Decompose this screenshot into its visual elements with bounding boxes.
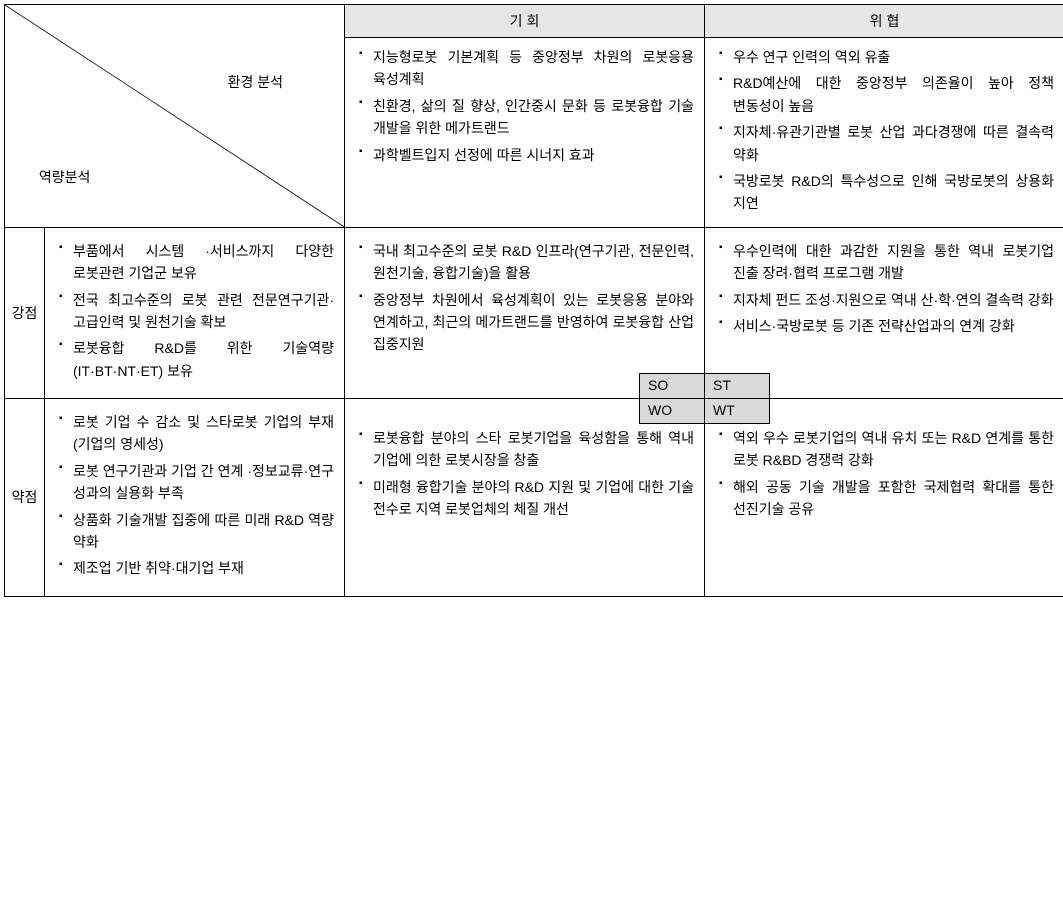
- wo-cell: WO 로봇융합 분야의 스타 로봇기업을 육성함을 통해 역내 기업에 의한 로…: [345, 399, 705, 597]
- opportunity-list: 지능형로봇 기본계획 등 중앙정부 차원의 로봇응용 육성계획친환경, 삶의 질…: [355, 46, 694, 166]
- threat-cell: 우수 연구 인력의 역외 유출 R&D예산에 대한 중앙정부 의존율이 높아 정책…: [705, 38, 1063, 228]
- environment-analysis-label: 환경 분석: [228, 72, 283, 92]
- list-item: 상품화 기술개발 집중에 따른 미래 R&D 역량 약화: [55, 509, 334, 554]
- strength-list: 부품에서 시스템 ·서비스까지 다양한 로봇관련 기업군 보유전국 최고수준의 …: [55, 240, 334, 382]
- list-item: 지능형로봇 기본계획 등 중앙정부 차원의 로봇응용 육성계획: [355, 46, 694, 91]
- weakness-list: 로봇 기업 수 감소 및 스타로봇 기업의 부재(기업의 영세성)로봇 연구기관…: [55, 411, 334, 580]
- list-item: R&D예산에 대한 중앙정부 의존율이 높아 정책 변동성이 높음: [715, 72, 1054, 117]
- so-list: 국내 최고수준의 로봇 R&D 인프라(연구기관, 전문인력, 원천기술, 융합…: [355, 240, 694, 356]
- opportunity-header: 기 회: [345, 5, 705, 38]
- weakness-cell: 로봇 기업 수 감소 및 스타로봇 기업의 부재(기업의 영세성)로봇 연구기관…: [45, 399, 345, 597]
- list-item: 로봇 연구기관과 기업 간 연계 ·정보교류·연구 성과의 실용화 부족: [55, 460, 334, 505]
- list-item: 국방로봇 R&D의 특수성으로 인해 국방로봇의 상용화 지연: [715, 170, 1054, 215]
- st-label: ST: [704, 373, 770, 399]
- list-item: 과학벨트입지 선정에 따른 시너지 효과: [355, 144, 694, 166]
- threat-list: 우수 연구 인력의 역외 유출 R&D예산에 대한 중앙정부 의존율이 높아 정책…: [715, 46, 1054, 215]
- st-cell: 우수인력에 대한 과감한 지원을 통한 역내 로봇기업 진출 장려·협력 프로그…: [705, 227, 1063, 398]
- list-item: 해외 공동 기술 개발을 포함한 국제협력 확대를 통한 선진기술 공유: [715, 476, 1054, 521]
- list-item: 서비스·국방로봇 등 기존 전략산업과의 연계 강화: [715, 315, 1054, 337]
- wo-label: WO: [639, 398, 705, 424]
- wt-label: WT: [704, 398, 770, 424]
- st-list: 우수인력에 대한 과감한 지원을 통한 역내 로봇기업 진출 장려·협력 프로그…: [715, 240, 1054, 338]
- list-item: 로봇융합 R&D를 위한 기술역량(IT·BT·NT·ET) 보유: [55, 337, 334, 382]
- list-item: 중앙정부 차원에서 육성계획이 있는 로봇응용 분야와 연계하고, 최근의 메가…: [355, 289, 694, 356]
- so-cell: 국내 최고수준의 로봇 R&D 인프라(연구기관, 전문인력, 원천기술, 융합…: [345, 227, 705, 398]
- list-item: 역외 우수 로봇기업의 역내 유치 또는 R&D 연계를 통한 로봇 R&BD …: [715, 427, 1054, 472]
- list-item: 부품에서 시스템 ·서비스까지 다양한 로봇관련 기업군 보유: [55, 240, 334, 285]
- wo-list: 로봇융합 분야의 스타 로봇기업을 육성함을 통해 역내 기업에 의한 로봇시장…: [355, 427, 694, 521]
- list-item: 지자체 펀드 조성·지원으로 역내 산·학·연의 결속력 강화: [715, 289, 1054, 311]
- so-label: SO: [639, 373, 705, 399]
- diagonal-header-cell: 환경 분석 역량분석: [5, 5, 345, 228]
- wt-cell: WT 역외 우수 로봇기업의 역내 유치 또는 R&D 연계를 통한 로봇 R&…: [705, 399, 1063, 597]
- list-item: 미래형 융합기술 분야의 R&D 지원 및 기업에 대한 기술 전수로 지역 로…: [355, 476, 694, 521]
- list-item: 친환경, 삶의 질 향상, 인간중시 문화 등 로봇융합 기술 개발을 위한 메…: [355, 95, 694, 140]
- list-item: 우수인력에 대한 과감한 지원을 통한 역내 로봇기업 진출 장려·협력 프로그…: [715, 240, 1054, 285]
- strength-row-label: 강점: [5, 227, 45, 398]
- list-item: 로봇융합 분야의 스타 로봇기업을 육성함을 통해 역내 기업에 의한 로봇시장…: [355, 427, 694, 472]
- wt-list: 역외 우수 로봇기업의 역내 유치 또는 R&D 연계를 통한 로봇 R&BD …: [715, 427, 1054, 521]
- list-item: 로봇 기업 수 감소 및 스타로봇 기업의 부재(기업의 영세성): [55, 411, 334, 456]
- list-item: 전국 최고수준의 로봇 관련 전문연구기관·고급인력 및 원천기술 확보: [55, 289, 334, 334]
- strength-cell: 부품에서 시스템 ·서비스까지 다양한 로봇관련 기업군 보유전국 최고수준의 …: [45, 227, 345, 398]
- list-item: 제조업 기반 취약·대기업 부재: [55, 557, 334, 579]
- opportunity-cell: 지능형로봇 기본계획 등 중앙정부 차원의 로봇응용 육성계획친환경, 삶의 질…: [345, 38, 705, 228]
- list-item: 우수 연구 인력의 역외 유출: [715, 46, 1054, 68]
- swot-table: 환경 분석 역량분석 기 회 위 협 지능형로봇 기본계획 등 중앙정부 차원의…: [4, 4, 1063, 597]
- weakness-row-label: 약점: [5, 399, 45, 597]
- list-item: 지자체·유관기관별 로봇 산업 과다경쟁에 따른 결속력 약화: [715, 121, 1054, 166]
- capability-analysis-label: 역량분석: [39, 167, 91, 187]
- threat-header: 위 협: [705, 5, 1063, 38]
- list-item: 국내 최고수준의 로봇 R&D 인프라(연구기관, 전문인력, 원천기술, 융합…: [355, 240, 694, 285]
